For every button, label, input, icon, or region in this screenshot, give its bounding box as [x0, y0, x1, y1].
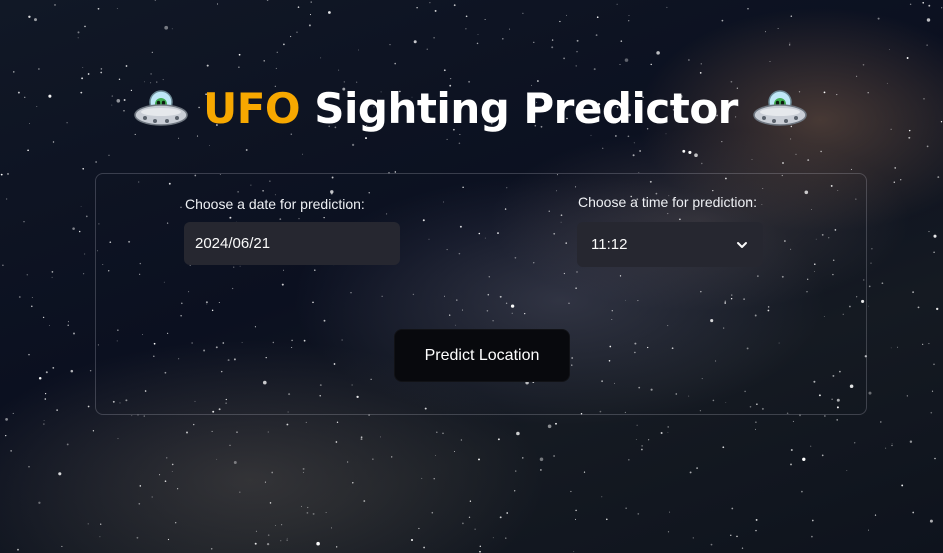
time-select-value: 11:12	[591, 236, 628, 253]
page-title: UFO Sighting Predictor	[0, 78, 942, 138]
date-label: Choose a date for prediction:	[185, 196, 365, 212]
flying-saucer-icon	[134, 90, 188, 126]
date-input[interactable]	[184, 222, 400, 265]
predict-location-button[interactable]: Predict Location	[394, 329, 570, 382]
title-accent: UFO	[203, 83, 301, 133]
time-select[interactable]: 11:12	[577, 222, 763, 267]
title-text: UFO Sighting Predictor	[203, 84, 738, 133]
prediction-form	[95, 173, 867, 415]
chevron-down-icon	[737, 241, 747, 248]
flying-saucer-icon	[753, 90, 807, 126]
time-label: Choose a time for prediction:	[578, 194, 757, 210]
title-rest: Sighting Predictor	[300, 83, 738, 133]
